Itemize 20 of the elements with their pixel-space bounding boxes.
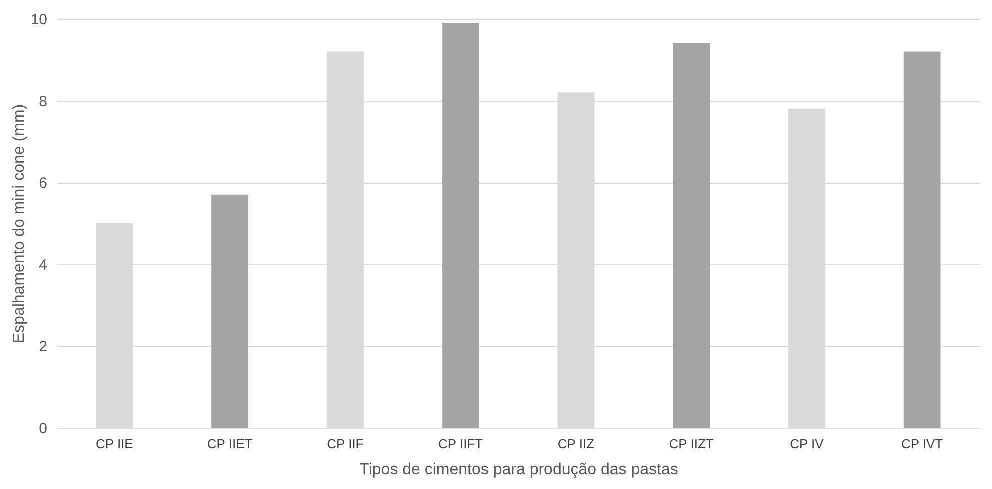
x-tick-label: CP IIZT <box>669 436 714 452</box>
bar <box>442 23 480 428</box>
y-tick-label: 10 <box>30 12 48 28</box>
x-tick-label: CP IVT <box>901 436 944 452</box>
y-tick-label: 6 <box>39 175 48 192</box>
bar <box>904 52 941 428</box>
y-tick-label: 0 <box>39 420 48 438</box>
x-tick-label: CP IIF <box>327 436 364 452</box>
x-tick-label: CP IIET <box>207 436 253 452</box>
x-tick-label: CP IIZ <box>558 436 595 452</box>
y-tick-label: 2 <box>39 338 48 356</box>
x-axis-title: Tipos de cimentos para produção das pastas <box>360 462 678 478</box>
y-axis-title: Espalhamento do mini cone (mm) <box>10 104 28 344</box>
x-tick-label: CP IIE <box>96 436 134 452</box>
bar <box>212 194 249 428</box>
x-tick-label: CP IV <box>790 436 824 452</box>
y-tick-label: 4 <box>39 256 48 274</box>
bar <box>673 44 710 428</box>
y-tick-label: 8 <box>39 93 48 110</box>
x-tick-label: CP IIFT <box>438 436 484 452</box>
